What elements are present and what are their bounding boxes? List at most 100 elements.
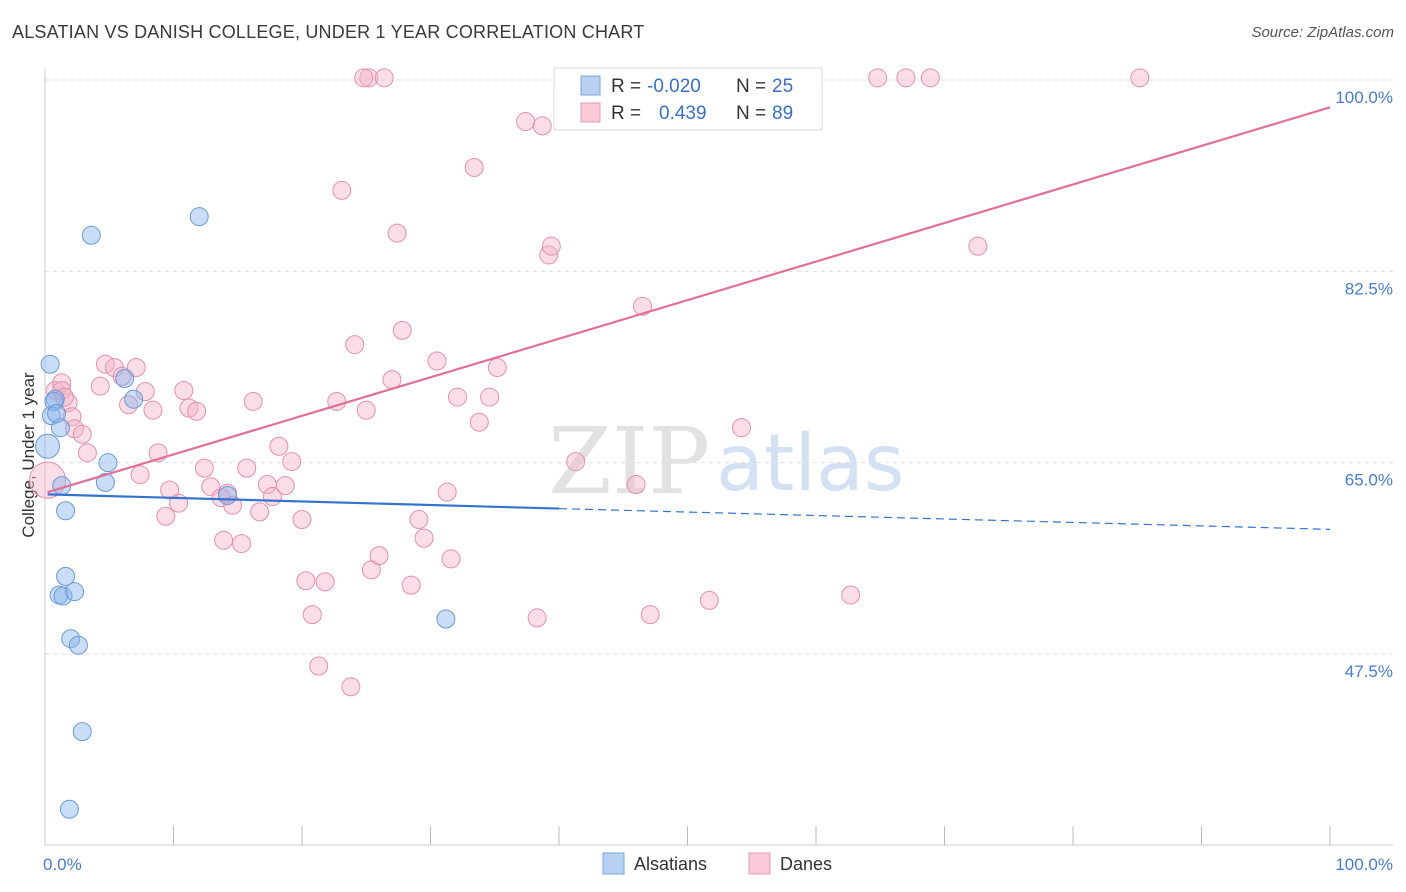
- point-danes: [90, 376, 110, 396]
- point-danes: [179, 398, 199, 418]
- point-danes: [62, 407, 82, 427]
- point-danes: [315, 572, 335, 592]
- trend-line-danes: [47, 106, 1331, 494]
- axes: 100.0% 82.5% 65.0% 47.5% 0.0% 100.0% College, …: [19, 68, 1393, 874]
- point-danes: [387, 223, 407, 243]
- point-alsatians: [189, 207, 209, 227]
- trend-lines: [47, 106, 1331, 530]
- point-danes: [527, 608, 547, 628]
- point-alsatians: [95, 472, 115, 492]
- bottom-legend-label-danes: Danes: [780, 854, 832, 874]
- point-alsatians: [44, 391, 64, 411]
- point-danes: [250, 502, 270, 522]
- legend-n-label-danes: N =: [736, 103, 766, 124]
- point-danes: [72, 424, 92, 444]
- bottom-legend-label-alsatians: Alsatians: [634, 854, 707, 874]
- point-danes: [447, 387, 467, 407]
- point-danes: [223, 495, 243, 515]
- point-danes: [126, 358, 146, 378]
- point-alsatians: [81, 225, 101, 245]
- point-danes: [243, 391, 263, 411]
- point-alsatians: [50, 418, 70, 438]
- trend-line-alsatians: [47, 493, 560, 510]
- legend-r-label-alsatians: R =: [611, 76, 641, 97]
- legend-r-label-danes: R =: [611, 103, 641, 124]
- point-danes: [699, 590, 719, 610]
- point-danes: [309, 656, 329, 676]
- point-danes: [77, 443, 97, 463]
- legend-swatch-alsatians: [580, 75, 601, 96]
- point-alsatians: [59, 799, 79, 819]
- point-danes: [464, 157, 484, 177]
- point-alsatians: [72, 722, 92, 742]
- point-danes: [414, 528, 434, 548]
- point-danes: [174, 381, 194, 401]
- point-danes: [469, 412, 489, 432]
- point-danes: [119, 395, 139, 415]
- point-danes: [143, 400, 163, 420]
- point-danes: [626, 475, 646, 495]
- point-danes: [187, 401, 207, 421]
- point-danes: [160, 480, 180, 500]
- point-danes: [296, 571, 316, 591]
- point-danes: [369, 546, 389, 566]
- point-danes: [52, 373, 72, 393]
- point-danes: [354, 68, 374, 88]
- point-danes: [232, 534, 252, 554]
- point-danes: [292, 510, 312, 530]
- point-danes: [532, 116, 552, 136]
- point-danes: [841, 585, 861, 605]
- point-danes: [480, 387, 500, 407]
- legend-n-label-alsatians: N =: [736, 76, 766, 97]
- x-tick-label: 100.0%: [1335, 855, 1393, 874]
- legend-r-value-danes: 0.439: [659, 103, 707, 124]
- point-danes: [135, 382, 155, 402]
- point-danes: [487, 358, 507, 378]
- point-danes: [427, 351, 447, 371]
- point-danes: [275, 476, 295, 496]
- point-alsatians: [65, 582, 85, 602]
- point-danes: [868, 68, 888, 88]
- point-alsatians: [436, 609, 456, 629]
- bottom-legend-swatch-alsatians: [602, 852, 625, 875]
- x-tick-label: 0.0%: [43, 855, 82, 874]
- y-tick-label: 100.0%: [1335, 88, 1393, 107]
- legend-n-value-danes: 89: [772, 103, 793, 124]
- point-alsatians: [98, 453, 118, 473]
- point-danes: [237, 458, 257, 478]
- point-alsatians: [217, 485, 237, 505]
- point-alsatians: [47, 403, 67, 423]
- point-alsatians: [53, 586, 73, 606]
- point-danes: [345, 335, 365, 355]
- data-points: [29, 68, 1150, 819]
- point-danes: [156, 506, 176, 526]
- point-danes: [409, 510, 429, 530]
- point-danes: [541, 236, 561, 256]
- point-danes: [58, 393, 78, 413]
- point-alsatians: [56, 501, 76, 521]
- chart-source: Source: ZipAtlas.com: [1251, 24, 1394, 41]
- y-tick-label: 82.5%: [1345, 279, 1393, 298]
- point-danes: [516, 112, 536, 132]
- point-danes: [194, 458, 214, 478]
- point-danes: [392, 320, 412, 340]
- gridlines: [45, 79, 1393, 655]
- legend-swatch-danes: [580, 102, 601, 123]
- point-danes: [302, 605, 322, 625]
- point-alsatians: [124, 389, 144, 409]
- point-danes: [356, 400, 376, 420]
- point-danes: [214, 530, 234, 550]
- point-danes: [130, 465, 150, 485]
- trend-line-extension-alsatians: [558, 507, 1331, 530]
- correlation-legend: R = -0.020 N = 25 R = 0.439 N = 89: [553, 67, 823, 131]
- legend-n-value-alsatians: 25: [772, 76, 793, 97]
- point-danes: [332, 180, 352, 200]
- watermark-zip: ZIP: [548, 408, 710, 515]
- point-danes: [401, 575, 421, 595]
- point-danes: [640, 605, 660, 625]
- point-danes: [1130, 68, 1150, 88]
- bottom-legend-swatch-danes: [748, 852, 771, 875]
- chart-title: ALSATIAN VS DANISH COLLEGE, UNDER 1 YEAR…: [12, 22, 645, 42]
- point-alsatians: [40, 354, 60, 374]
